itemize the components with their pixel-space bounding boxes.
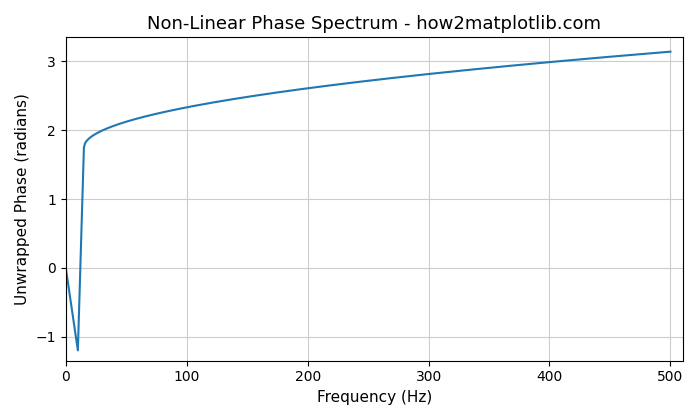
X-axis label: Frequency (Hz): Frequency (Hz) [316, 390, 432, 405]
Title: Non-Linear Phase Spectrum - how2matplotlib.com: Non-Linear Phase Spectrum - how2matplotl… [147, 15, 601, 33]
Y-axis label: Unwrapped Phase (radians): Unwrapped Phase (radians) [15, 93, 30, 305]
